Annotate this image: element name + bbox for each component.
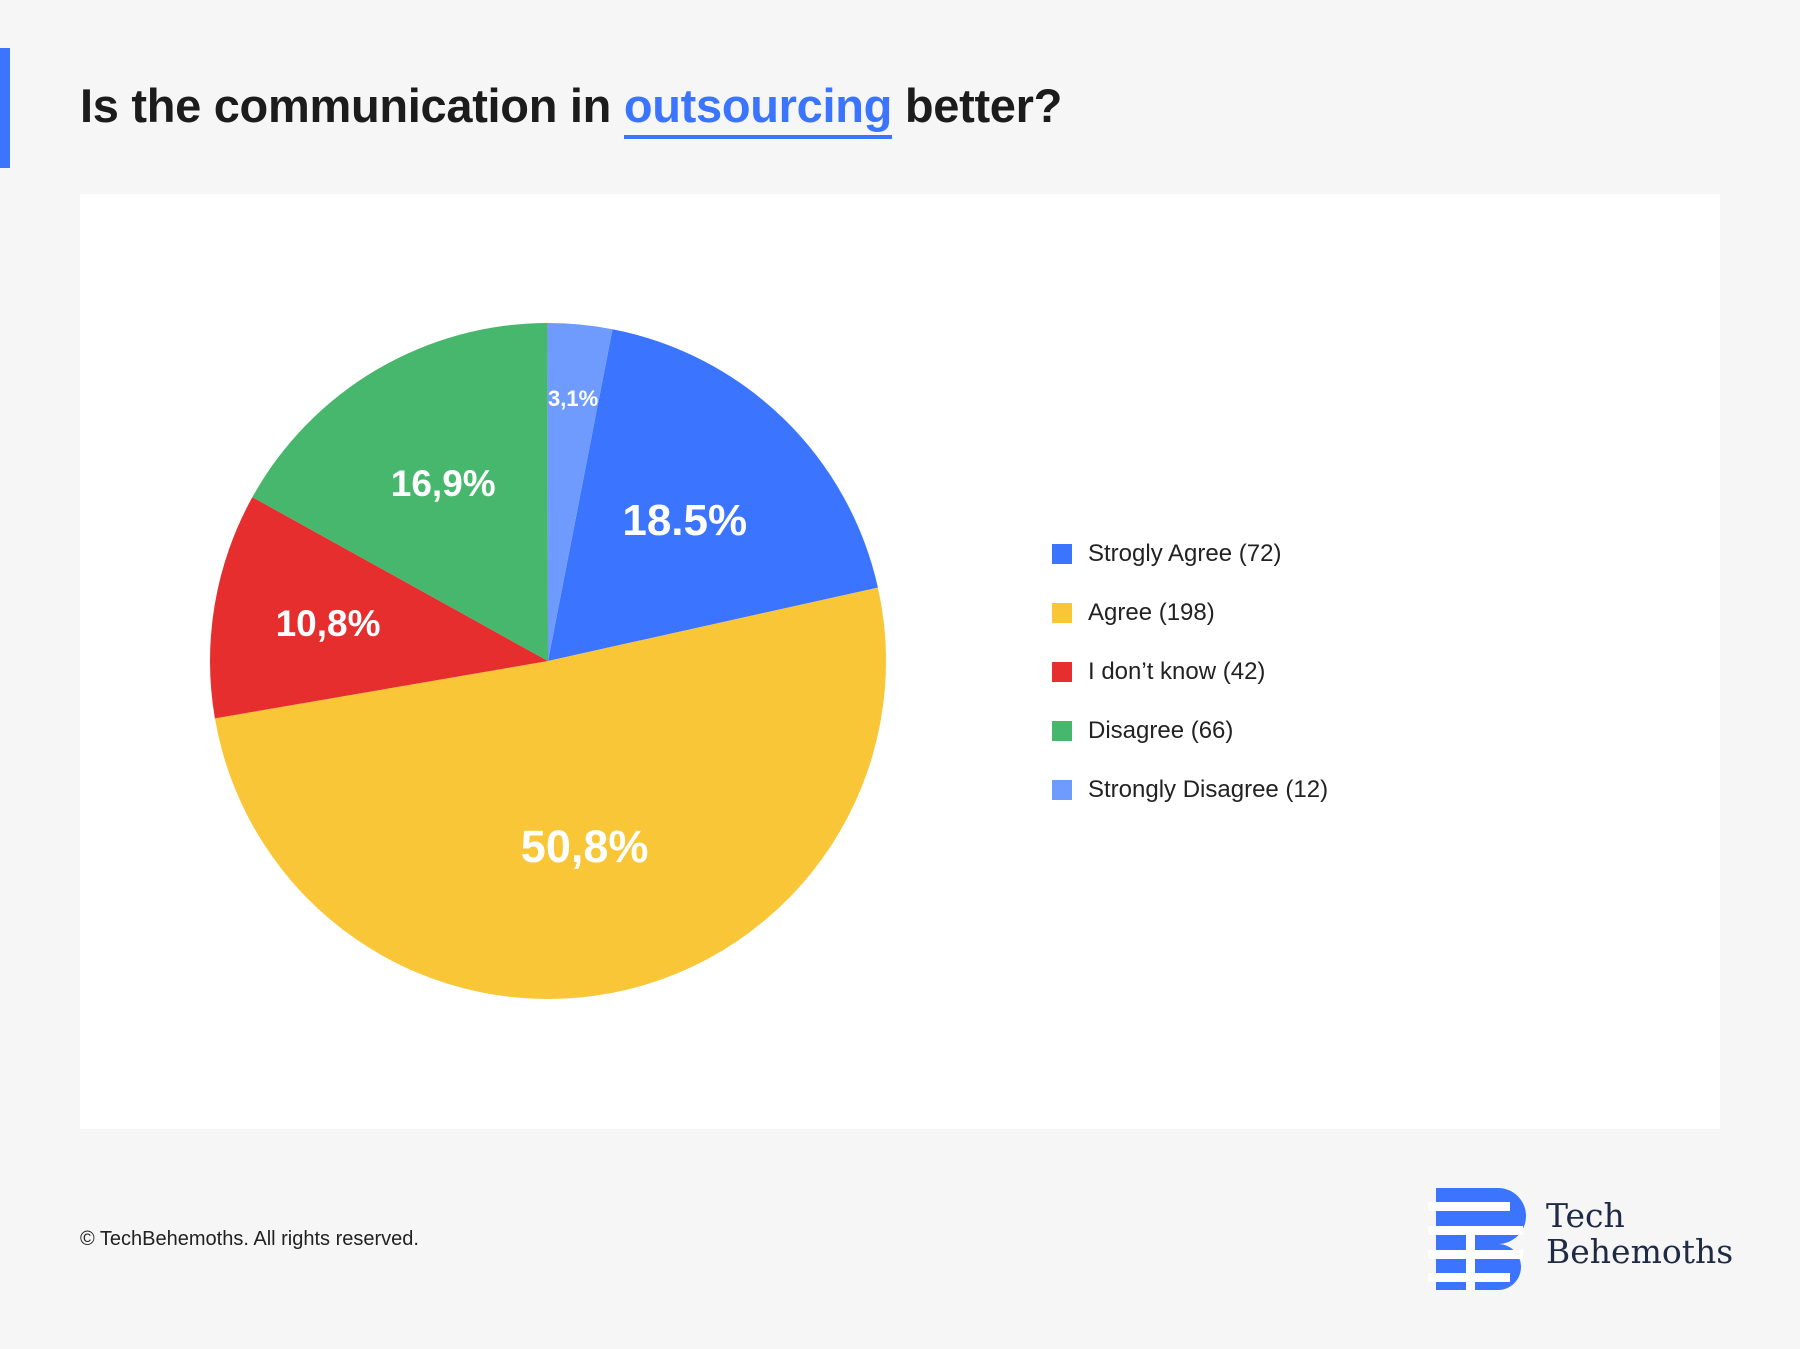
chart-title: Is the communication in outsourcing bett… [80, 78, 1062, 139]
legend-item: Agree (198) [1052, 583, 1328, 642]
slice-percent-label: 16,9% [391, 463, 496, 504]
legend-item: Disagree (66) [1052, 701, 1328, 760]
pie-slice [548, 329, 878, 661]
title-before: Is the communication in [80, 79, 612, 132]
pie-slice [252, 323, 548, 661]
copyright-text: © TechBehemoths. All rights reserved. [80, 1228, 419, 1250]
slice-percent-label: 10,8% [276, 603, 381, 644]
legend-label: Agree (198) [1088, 598, 1215, 626]
legend-label: Strongly Disagree (12) [1088, 775, 1329, 803]
legend-swatch [1052, 720, 1072, 741]
chart-card: 18.5% 50,8% 10,8% 16,9% 3,1% Strogly Agree (… [80, 194, 1720, 1129]
legend-swatch [1052, 779, 1072, 800]
logo-wordmark: Tech Behemoths [1546, 1198, 1733, 1270]
slice-percent-label: 50,8% [521, 821, 649, 872]
logo-line-2: Behemoths [1546, 1232, 1734, 1271]
legend-label: Strogly Agree (72) [1088, 539, 1282, 567]
legend-swatch [1052, 661, 1072, 682]
techbehemoths-logo-icon [1428, 1188, 1526, 1290]
techbehemoths-logo: Tech Behemoths [1428, 1188, 1733, 1290]
pie-slice [214, 587, 887, 1000]
legend-item: Strogly Agree (72) [1052, 524, 1328, 583]
legend-item: Strongly Disagree (12) [1052, 760, 1328, 819]
legend-label: I don’t know (42) [1088, 657, 1266, 685]
legend-item: I don’t know (42) [1052, 642, 1328, 701]
legend-swatch [1052, 543, 1072, 564]
slice-percent-label: 3,1% [548, 386, 598, 411]
logo-line-1: Tech [1546, 1196, 1625, 1235]
pie-slice [547, 323, 613, 661]
legend-label: Disagree (66) [1088, 716, 1234, 744]
legend-swatch [1052, 602, 1072, 623]
accent-bar [0, 48, 10, 168]
title-highlight: outsourcing [623, 82, 892, 139]
pie-slice [210, 497, 548, 719]
slice-percent-label: 18.5% [622, 496, 747, 545]
title-after: better? [904, 79, 1063, 132]
legend: Strogly Agree (72) Agree (198) I don’t kno… [1052, 524, 1328, 819]
pie-chart: 18.5% 50,8% 10,8% 16,9% 3,1% [210, 323, 887, 1000]
